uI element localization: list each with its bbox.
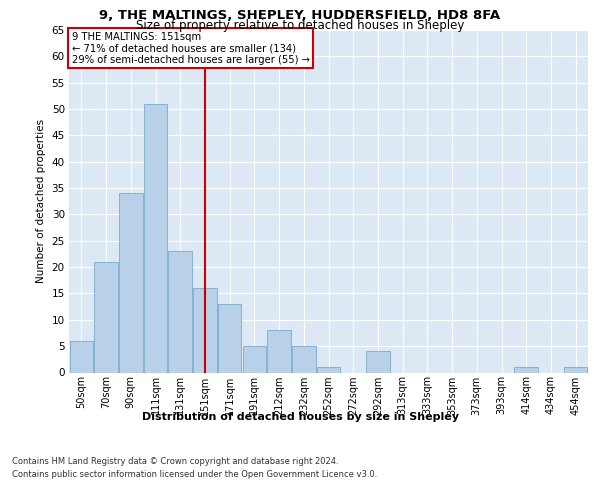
Bar [242, 346, 266, 372]
Text: Size of property relative to detached houses in Shepley: Size of property relative to detached ho… [136, 19, 464, 32]
Bar [119, 194, 143, 372]
Text: Contains HM Land Registry data © Crown copyright and database right 2024.: Contains HM Land Registry data © Crown c… [12, 458, 338, 466]
Text: 9, THE MALTINGS, SHEPLEY, HUDDERSFIELD, HD8 8FA: 9, THE MALTINGS, SHEPLEY, HUDDERSFIELD, … [100, 9, 500, 22]
Bar [268, 330, 291, 372]
Text: Contains public sector information licensed under the Open Government Licence v3: Contains public sector information licen… [12, 470, 377, 479]
Bar [218, 304, 241, 372]
Y-axis label: Number of detached properties: Number of detached properties [36, 119, 46, 284]
Bar [193, 288, 217, 372]
Bar [317, 367, 340, 372]
Bar [564, 367, 587, 372]
Bar [292, 346, 316, 372]
Bar [514, 367, 538, 372]
Text: 9 THE MALTINGS: 151sqm
← 71% of detached houses are smaller (134)
29% of semi-de: 9 THE MALTINGS: 151sqm ← 71% of detached… [71, 32, 310, 65]
Bar [169, 252, 192, 372]
Bar [70, 341, 93, 372]
Bar [366, 352, 389, 372]
Text: Distribution of detached houses by size in Shepley: Distribution of detached houses by size … [142, 412, 458, 422]
Bar [144, 104, 167, 372]
Bar [94, 262, 118, 372]
